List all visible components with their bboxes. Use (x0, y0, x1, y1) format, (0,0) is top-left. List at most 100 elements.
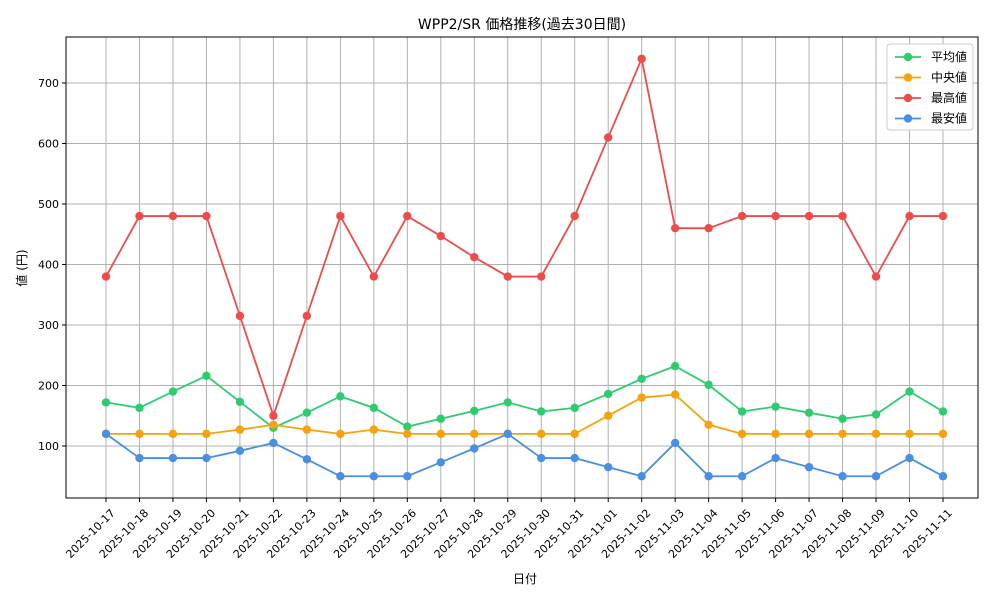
data-point (135, 429, 144, 439)
data-point (503, 272, 512, 281)
data-point (704, 420, 713, 429)
series-3 (101, 429, 948, 481)
data-point (871, 272, 881, 281)
data-point (302, 408, 312, 417)
data-point (871, 429, 881, 439)
data-point (905, 453, 914, 463)
data-point (537, 272, 546, 281)
data-point (670, 438, 680, 448)
data-point (938, 429, 948, 439)
x-axis-label: 日付 (513, 572, 537, 586)
data-point (570, 429, 579, 439)
data-point (436, 414, 445, 423)
data-point (269, 420, 278, 429)
y-tick-label: 600 (38, 137, 59, 150)
legend-label: 中央値 (931, 70, 967, 85)
data-point (403, 211, 412, 221)
data-point (235, 311, 245, 321)
data-point (905, 211, 914, 221)
data-point (604, 389, 613, 399)
y-tick-label: 100 (38, 440, 59, 453)
data-point (871, 410, 881, 419)
series-line (106, 393, 943, 435)
data-point (135, 453, 144, 463)
data-point (403, 429, 412, 439)
data-point (938, 472, 948, 481)
data-point (135, 211, 144, 221)
data-point (771, 453, 780, 463)
data-point (470, 444, 479, 453)
data-point (537, 429, 546, 439)
data-point (336, 429, 345, 439)
x-axis-ticks: 2025-10-172025-10-182025-10-192025-10-20… (63, 498, 955, 561)
data-point (336, 392, 345, 401)
data-point (570, 403, 579, 413)
legend-label: 最安値 (931, 111, 967, 126)
legend-marker (903, 73, 913, 82)
series-line (105, 432, 944, 478)
data-point (336, 472, 345, 481)
legend-marker (903, 93, 913, 103)
series-1 (101, 390, 948, 439)
data-point (202, 371, 211, 380)
data-point (637, 393, 646, 402)
data-point (202, 453, 211, 463)
data-point (905, 387, 914, 396)
legend-item: 中央値 (895, 70, 967, 85)
legend-item: 最安値 (895, 111, 967, 126)
data-point (637, 472, 646, 481)
y-axis-ticks: 100 200 300 400 500 600 700 (38, 77, 66, 453)
data-point (637, 374, 646, 384)
y-tick-label: 700 (38, 77, 59, 90)
series-line (105, 365, 944, 429)
data-point (570, 453, 579, 463)
data-point (202, 211, 211, 221)
legend-box (886, 43, 974, 131)
data-point (670, 390, 680, 399)
y-tick-label: 400 (38, 258, 59, 271)
data-point (838, 414, 847, 423)
data-point (436, 429, 445, 439)
chart-title: WPP2/SR 価格推移(過去30日間) (418, 17, 626, 33)
data-point (369, 425, 379, 434)
series-layer (101, 54, 948, 481)
data-point (168, 387, 178, 396)
data-point (670, 223, 680, 233)
data-point (637, 54, 646, 63)
data-point (570, 211, 579, 221)
data-point (470, 406, 479, 416)
data-point (737, 472, 747, 481)
data-point (403, 422, 412, 431)
data-point (771, 402, 780, 411)
data-point (369, 403, 379, 413)
data-point (235, 397, 245, 407)
legend-marker (903, 52, 913, 62)
legend-marker (903, 114, 913, 123)
data-point (737, 429, 747, 439)
data-point (804, 462, 814, 472)
data-point (135, 403, 144, 413)
y-axis-label: 値 (円) (14, 249, 29, 286)
data-point (804, 408, 814, 417)
data-point (938, 407, 948, 416)
grid (66, 37, 978, 498)
data-point (235, 446, 245, 456)
data-point (168, 453, 178, 463)
data-point (670, 361, 680, 371)
legend-item: 平均値 (895, 49, 967, 64)
data-point (202, 429, 211, 439)
plot-area-frame (65, 36, 979, 499)
data-point (302, 425, 312, 434)
data-point (269, 411, 278, 420)
data-point (302, 455, 312, 464)
data-point (503, 429, 512, 439)
data-point (101, 429, 111, 439)
data-point (938, 211, 948, 221)
data-point (838, 429, 847, 439)
data-point (771, 211, 780, 221)
data-point (369, 272, 379, 281)
data-point (537, 407, 546, 416)
legend-label: 平均値 (931, 49, 967, 64)
